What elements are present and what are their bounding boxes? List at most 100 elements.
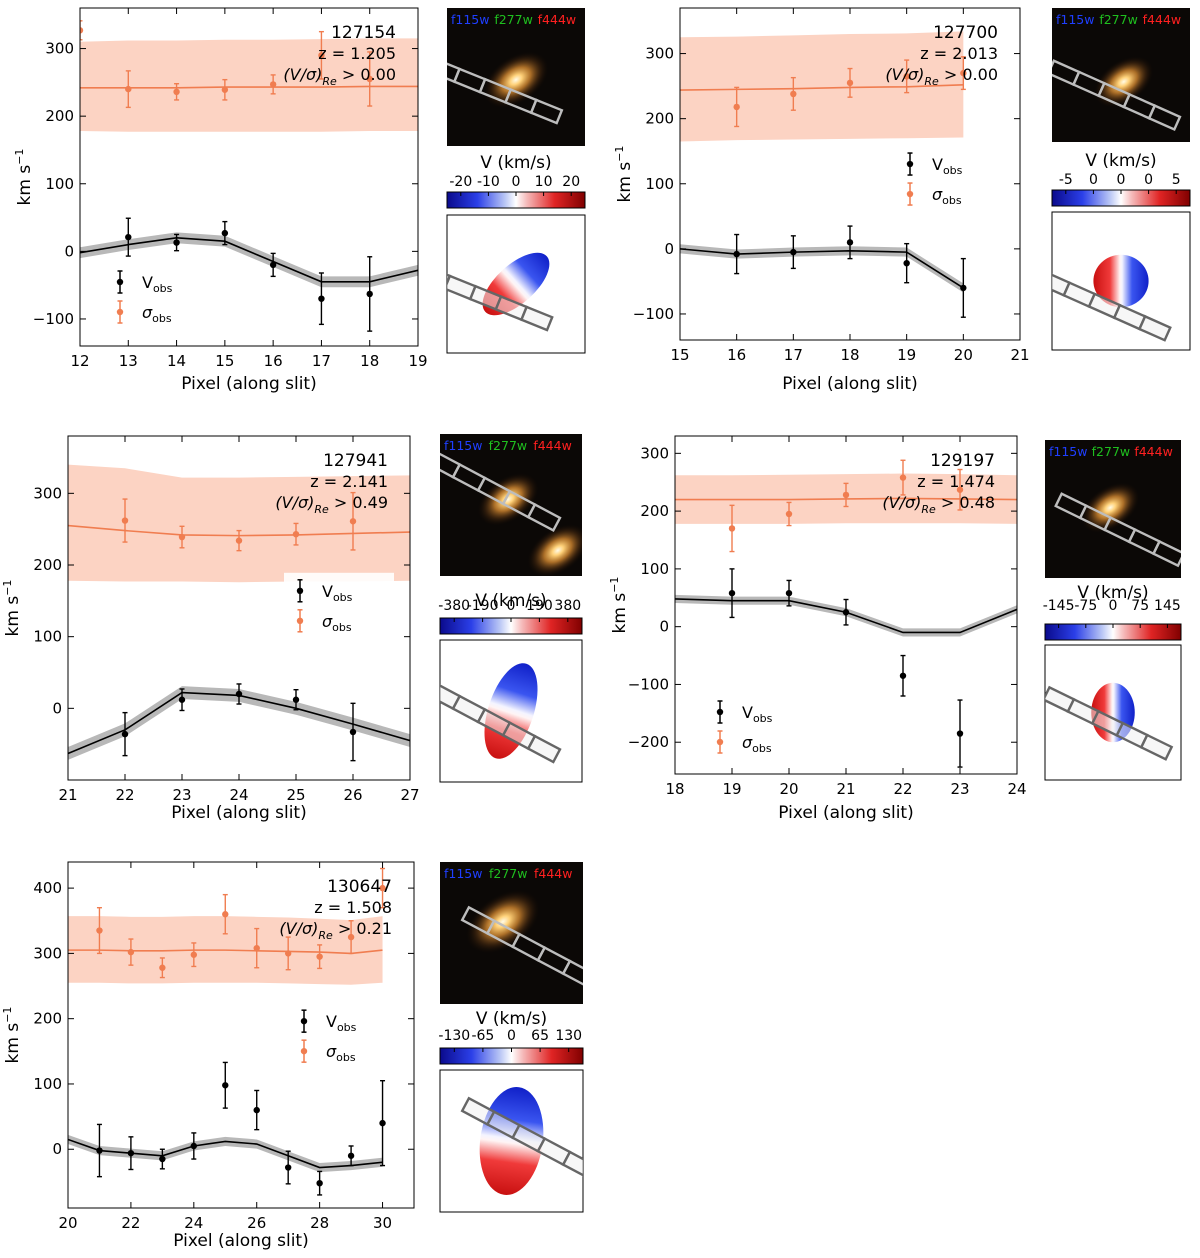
slit-shutter <box>1139 733 1174 761</box>
v-obs-point <box>125 233 132 241</box>
map-slit <box>1052 269 1172 342</box>
velocity-map <box>439 1069 584 1213</box>
slit-shutter <box>561 1150 583 1180</box>
colorbar-tick-label: 145 <box>1154 598 1181 614</box>
y-tick-label: 200 <box>645 110 674 128</box>
x-tick-label: 19 <box>897 346 916 364</box>
x-tick-label: 15 <box>670 346 689 364</box>
filter-label-f444w: f444w <box>538 12 576 27</box>
y-tick-label: 300 <box>640 444 669 462</box>
sigma-obs-point <box>222 911 229 918</box>
v-obs-point <box>379 1119 386 1127</box>
colorbar-title: V (km/s) <box>476 1009 547 1029</box>
y-tick-label: 200 <box>45 107 74 125</box>
filter-label-f277w: f277w <box>489 438 527 453</box>
legend-sigma-label: σobs <box>932 185 962 207</box>
colorbar-tick-label: 0 <box>1089 172 1098 188</box>
colorbar-tick-label: 10 <box>535 174 553 190</box>
velocity-map <box>439 639 583 783</box>
map-slit <box>447 263 554 332</box>
colorbar-tick-label: 75 <box>1131 598 1149 614</box>
sigma-obs-point <box>790 90 797 98</box>
colorbar-title: V (km/s) <box>1085 151 1156 171</box>
sigma-obs-point <box>316 953 323 960</box>
x-tick-label: 28 <box>310 1214 329 1232</box>
v-obs-point <box>347 1152 355 1159</box>
v-obs-point <box>96 1147 103 1154</box>
sigma-obs-point <box>221 86 229 93</box>
redshift: z = 1.474 <box>917 472 995 491</box>
x-tick-label: 24 <box>229 786 248 804</box>
sigma-obs-point <box>728 525 736 532</box>
y-tick-label: 0 <box>664 240 674 258</box>
velocity-map <box>1044 644 1182 781</box>
x-axis-label: Pixel (along slit) <box>171 803 306 823</box>
vsigma-ratio: (V/σ)Re > 0.00 <box>283 65 396 88</box>
legend-v-label: Vobs <box>742 703 773 725</box>
plot-frame <box>79 7 419 347</box>
colorbar-tick-label: -380 <box>438 598 470 614</box>
y-axis-label: km s−1 <box>13 149 35 206</box>
vsigma-ratio: (V/σ)Re > 0.00 <box>885 65 998 88</box>
galaxy-id: 129197 <box>930 451 995 471</box>
colorbar-tick-label: 190 <box>526 598 553 614</box>
sigma-obs-point <box>347 933 355 941</box>
colorbar-tick-label: -130 <box>438 1028 470 1044</box>
sigma-obs-point <box>903 73 910 80</box>
colorbar-tick-label: 0 <box>1117 172 1126 188</box>
sigma-obs-point <box>292 530 300 538</box>
sigma-obs-point <box>269 81 277 88</box>
sigma-model-band <box>68 464 410 583</box>
v-obs-point <box>121 730 129 738</box>
v-model-band <box>680 244 964 293</box>
colorbar-tick-label: 0 <box>507 598 516 614</box>
v-obs-point <box>349 728 357 736</box>
v-obs-point <box>235 690 243 698</box>
v-obs-point <box>127 1149 135 1157</box>
x-tick-label: 21 <box>836 780 855 798</box>
colorbar-tick-label: 20 <box>562 174 580 190</box>
slit-shutter <box>526 502 562 533</box>
y-tick-label: −200 <box>628 733 669 751</box>
legend: Vobs σobs <box>716 700 773 755</box>
legend-sigma-label: σobs <box>742 733 772 755</box>
v-obs-point <box>284 1164 292 1171</box>
sigma-obs-point <box>379 884 386 892</box>
panel-127700: 15 16 17 18 19 20 21 −100 0 100 200 300 Pixel (along… <box>613 7 1191 394</box>
v-obs-point <box>222 1082 229 1089</box>
y-tick-label: −100 <box>33 310 74 328</box>
v-obs-point <box>790 248 797 256</box>
filter-label-f277w: f277w <box>489 866 527 881</box>
v-obs-point <box>842 609 850 616</box>
legend-sigma-label: σobs <box>142 303 172 325</box>
y-tick-label: 100 <box>645 175 674 193</box>
sigma-obs-point <box>318 52 325 59</box>
x-tick-label: 12 <box>70 352 89 370</box>
legend-sigma-dot <box>716 738 724 746</box>
slit-shutter <box>519 305 554 332</box>
colorbar-tick-label: 65 <box>531 1028 549 1044</box>
x-tick-label: 18 <box>840 346 859 364</box>
y-tick-label: −100 <box>633 305 674 323</box>
colorbar-tick-label: 380 <box>554 598 581 614</box>
v-obs-point <box>728 589 736 597</box>
x-tick-label: 22 <box>115 786 134 804</box>
v-model-line <box>68 1138 383 1169</box>
y-axis-label: km s−1 <box>613 146 635 203</box>
slit-shutter <box>1151 539 1181 568</box>
colorbar-tick-label: -20 <box>449 174 472 190</box>
x-tick-label: 19 <box>722 780 741 798</box>
slit-shutter <box>1137 314 1172 342</box>
x-tick-label: 23 <box>950 780 969 798</box>
slit-shutter <box>561 959 583 989</box>
filter-label-f115w: f115w <box>444 866 482 881</box>
plot-area <box>68 867 386 1196</box>
filter-label-f277w: f277w <box>1092 444 1130 459</box>
slit-shutter <box>529 98 564 125</box>
v-obs-point <box>253 1106 260 1114</box>
legend-v-label: Vobs <box>932 155 963 177</box>
legend-sigma-label: σobs <box>326 1042 356 1064</box>
sigma-obs-point <box>284 950 292 957</box>
sigma-obs-point <box>842 491 850 499</box>
